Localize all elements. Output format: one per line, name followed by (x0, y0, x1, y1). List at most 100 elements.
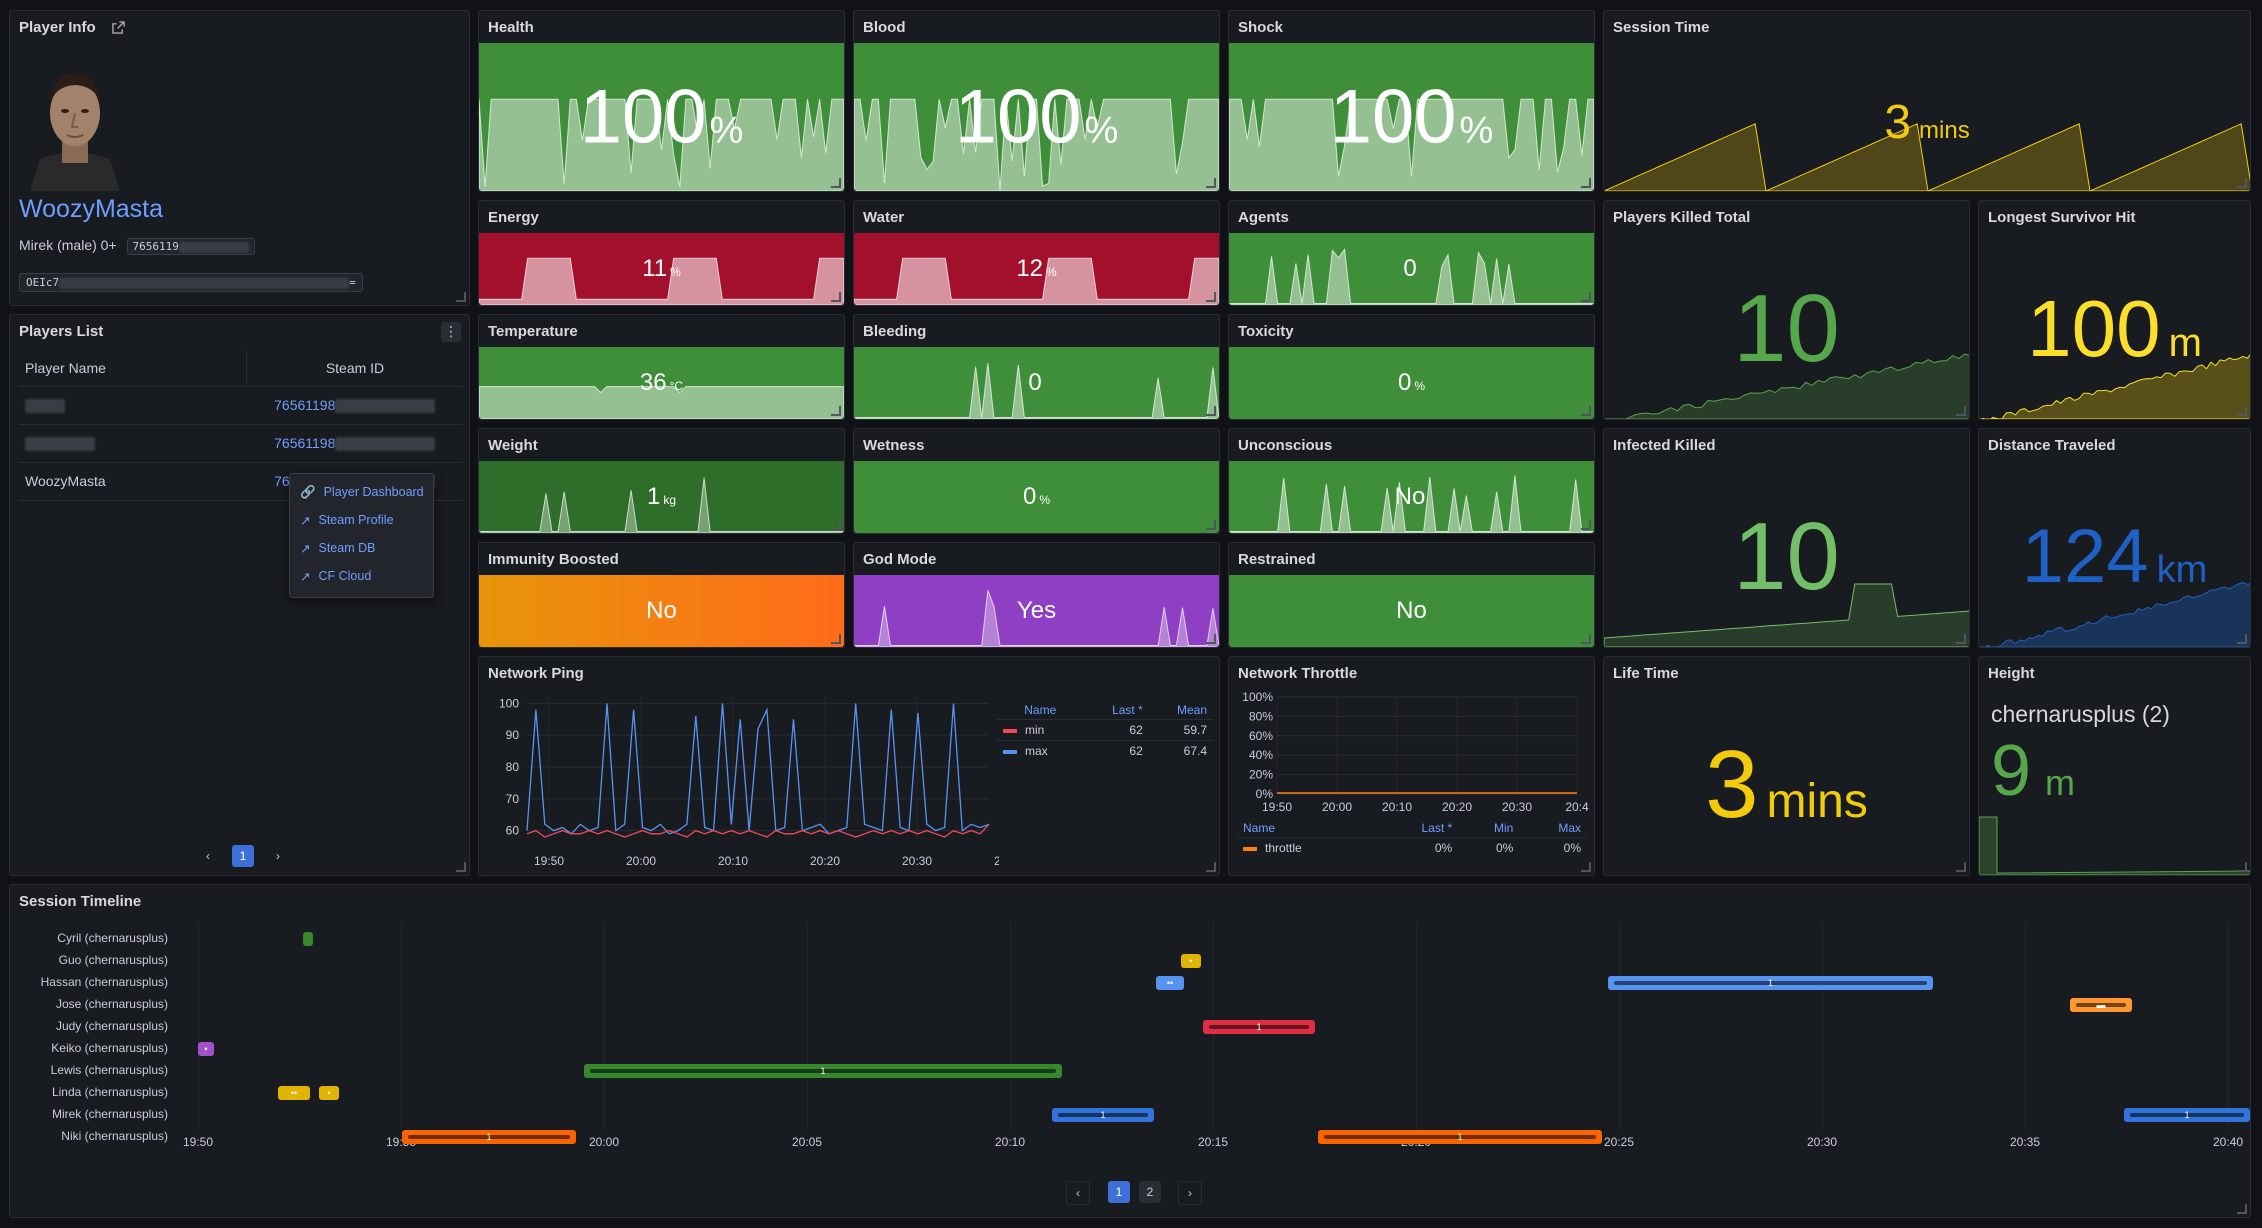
stat-value: 10 (1733, 503, 1840, 610)
stat-unit: % (670, 265, 681, 279)
external-link-icon: ↗ (300, 569, 311, 584)
y-tick-label: 20% (1249, 768, 1273, 782)
guid-chip: OEIc7 = (19, 273, 363, 292)
temperature-stat: 36 °C (479, 347, 844, 419)
timeline-session-bar[interactable]: • (319, 1086, 339, 1100)
panel-title: Toxicity (1238, 323, 1294, 340)
timeline-session-bar[interactable]: •• (278, 1086, 310, 1100)
menu-item-steam-db[interactable]: ↗ Steam DB (300, 541, 376, 556)
timeline-session-bar[interactable]: 1 (1203, 1020, 1315, 1034)
timeline-session-bar[interactable]: • (198, 1042, 214, 1056)
panel-title: Bleeding (863, 323, 927, 340)
player-subtitle-row: Mirek (male) 0+ 7656119 (19, 237, 255, 255)
life_time-panel: Life Time 3 mins (1603, 656, 1970, 876)
x-tick-label: 20:10 (1382, 800, 1412, 812)
stat-value: 0 (1403, 255, 1417, 282)
page-button[interactable]: 1 (1108, 1181, 1130, 1203)
prev-page-button[interactable]: ‹ (206, 849, 210, 863)
stat-value: 100 m (2027, 284, 2202, 373)
panel-menu-icon[interactable]: ⋮ (441, 322, 461, 342)
health-stat: 100% (479, 43, 844, 191)
timeline-session-bar[interactable]: 1 (1318, 1130, 1602, 1144)
throttle-chart: 0% 20% 40% 60% 80% 100% 19:50 20:00 20:10 20:20 20… (1242, 690, 1589, 812)
panel-title: Infected Killed (1613, 437, 1716, 454)
timeline-session-bar[interactable]: ▬ (2070, 998, 2132, 1012)
timeline-player-label: Guo (chernarusplus) (58, 953, 168, 967)
stat-value: 100% (579, 74, 744, 160)
next-page-button[interactable]: › (276, 849, 280, 863)
x-tick-label: 20:00 (1322, 800, 1352, 812)
page-button[interactable]: 1 (232, 845, 254, 867)
timeline-session-bar[interactable]: 1 (402, 1130, 576, 1144)
stat-value: 124 km (2021, 514, 2208, 599)
menu-item-steam-profile[interactable]: ↗ Steam Profile (300, 513, 394, 528)
sparkline (854, 257, 1219, 305)
stat-value: 36 °C (639, 369, 684, 396)
panel-title: Life Time (1613, 665, 1679, 682)
timeline-session-bar[interactable]: 1 (1608, 976, 1933, 990)
network-ping-panel: Network Ping 60 70 80 90 100 19:50 20:00 20:10 2… (478, 656, 1220, 876)
external-link-icon[interactable] (112, 21, 125, 38)
x-tick-label: 19:50 (1262, 800, 1292, 812)
panel-title: Session Time (1613, 19, 1710, 36)
panel-title: Blood (863, 19, 906, 36)
x-tick-label: 20:00 (626, 854, 656, 868)
timeline-session-bar[interactable]: 1 (1052, 1108, 1154, 1122)
timeline-session-bar[interactable] (303, 932, 313, 946)
sparkline (479, 477, 844, 533)
col-player-name[interactable]: Player Name (19, 350, 247, 386)
health-panel: Health 100% (478, 10, 845, 192)
x-tick-label: 20:30 (902, 854, 932, 868)
immunity-panel: Immunity Boosted No (478, 542, 845, 648)
timeline-player-label: Mirek (chernarusplus) (51, 1107, 168, 1121)
panel-title: Agents (1238, 209, 1289, 226)
timeline-session-bar[interactable]: 1 (584, 1064, 1062, 1078)
stat-value: 100% (1329, 74, 1494, 160)
sparkline (1604, 583, 1969, 647)
table-row[interactable]: 76561198 (19, 386, 463, 425)
sparkline (479, 386, 844, 419)
panel-title: Weight (488, 437, 538, 454)
stat-unit: % (1046, 265, 1057, 279)
distance-panel: Distance Traveled 124 km (1978, 428, 2251, 648)
player-name: WoozyMasta (19, 195, 164, 223)
sparkline (479, 257, 844, 305)
stat-value: 0% (1022, 483, 1051, 510)
y-tick-label: 70 (506, 792, 520, 806)
next-page-button[interactable]: › (1178, 1181, 1202, 1205)
steam-id-link[interactable]: 76561198 (274, 397, 436, 414)
weight-stat: 1 kg (479, 461, 844, 533)
bleeding-stat: 0 (854, 347, 1219, 419)
energy-panel: Energy 11% (478, 200, 845, 306)
timeline-session-bar[interactable]: •• (1156, 976, 1184, 990)
panel-title: Restrained (1238, 551, 1316, 568)
x-tick-label: 19:50 (534, 854, 564, 868)
godmode-stat: Yes (854, 575, 1219, 647)
x-tick-label: 20:40 (2212, 1135, 2244, 1149)
y-tick-label: 90 (506, 728, 520, 742)
legend-row[interactable]: throttle 0% 0% 0% (1237, 837, 1587, 858)
wetness-stat: 0% (854, 461, 1219, 533)
stat-value: No (1394, 483, 1426, 510)
legend-row[interactable]: max 62 67.4 (997, 740, 1213, 761)
menu-item-player-dashboard[interactable]: 🔗 Player Dashboard (300, 484, 424, 500)
panel-title: Health (488, 19, 534, 36)
table-row[interactable]: 76561198 (19, 424, 463, 463)
x-tick-label: 20:30 (1502, 800, 1532, 812)
legend-row[interactable]: min 62 59.7 (997, 719, 1213, 741)
y-tick-label: 40% (1249, 748, 1273, 762)
timeline-session-bar[interactable]: • (1181, 954, 1201, 968)
prev-page-button[interactable]: ‹ (1066, 1181, 1090, 1205)
longest_hit-panel: Longest Survivor Hit 100 m (1978, 200, 2251, 420)
stat-value: No (646, 597, 677, 624)
timeline-session-bar[interactable]: 1 (2124, 1108, 2250, 1122)
timeline-player-label: Cyril (chernarusplus) (57, 931, 168, 945)
menu-item-cf-cloud[interactable]: ↗ CF Cloud (300, 569, 372, 584)
panel-title: Energy (488, 209, 539, 226)
page-button[interactable]: 2 (1139, 1181, 1161, 1203)
context-menu: 🔗 Player Dashboard ↗ Steam Profile ↗ Steam … (289, 473, 434, 598)
y-tick-label: 60% (1249, 729, 1273, 743)
steam-id-link[interactable]: 76561198 (274, 435, 436, 452)
col-steam-id[interactable]: Steam ID (325, 359, 385, 376)
